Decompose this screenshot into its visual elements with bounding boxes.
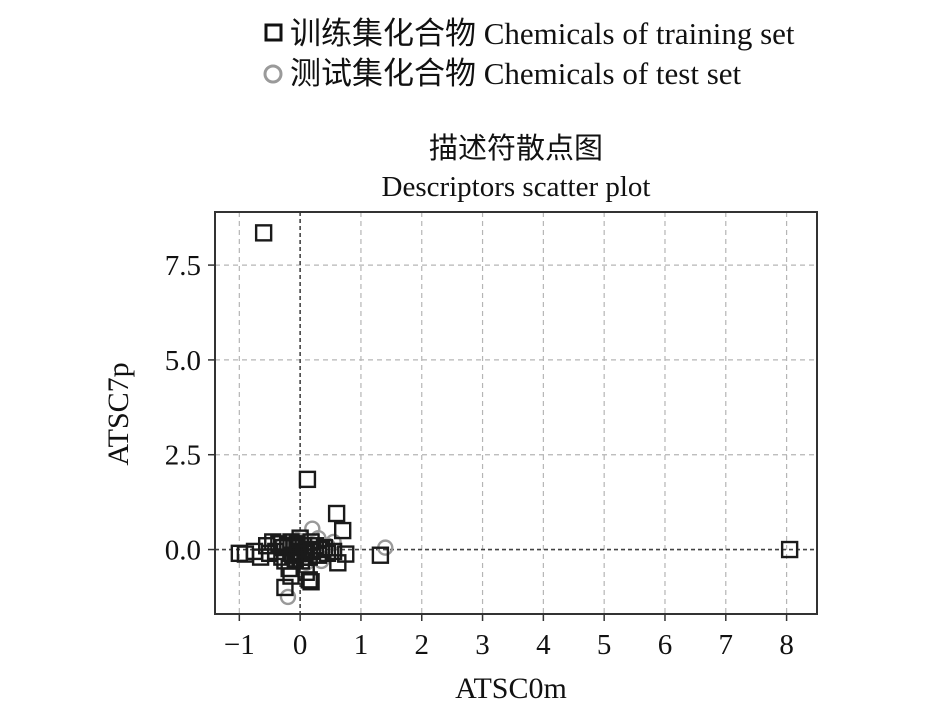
x-tick-label: 4 (536, 629, 551, 661)
y-tick-label: 7.5 (165, 250, 201, 282)
y-tick-label: 0.0 (165, 535, 201, 567)
chart-subtitle: Descriptors scatter plot (382, 171, 651, 203)
plot-frame (214, 211, 818, 615)
x-tick-label: 1 (354, 629, 369, 661)
training-point (318, 544, 337, 563)
legend-marker-test (263, 64, 283, 84)
legend: 训练集化合物 Chemicals of training set 测试集化合物 … (263, 16, 795, 91)
training-point (298, 470, 317, 489)
training-point (371, 546, 390, 564)
training-point (333, 521, 352, 540)
data-points (230, 224, 799, 606)
y-axis-label: ATSC7p (102, 362, 135, 465)
x-tick-label: 3 (475, 629, 490, 661)
training-point (302, 573, 320, 591)
training-point (337, 545, 355, 563)
x-tick-label: 8 (779, 629, 794, 661)
training-point (297, 563, 315, 581)
chart-title: 描述符散点图 (429, 132, 603, 165)
training-point (254, 224, 273, 242)
x-tick-label: 5 (597, 629, 612, 661)
training-point (312, 540, 331, 559)
training-point (780, 540, 799, 559)
x-tick-label: 0 (293, 629, 308, 661)
x-tick-label: 6 (658, 629, 673, 661)
x-axis-ticks: −1 0 1 2 3 4 5 6 7 8 (224, 614, 794, 661)
training-point (315, 538, 334, 557)
legend-label-training: 训练集化合物 Chemicals of training set (290, 16, 795, 51)
legend-label-test: 测试集化合物 Chemicals of test set (290, 56, 742, 91)
training-point (327, 504, 346, 523)
training-point (276, 578, 294, 597)
y-tick-label: 2.5 (165, 440, 201, 472)
y-axis-ticks: 0.0 2.5 5.0 7.5 (165, 250, 215, 567)
x-tick-label: 2 (414, 629, 429, 661)
training-point (251, 548, 270, 566)
legend-marker-training (264, 23, 283, 42)
training-point (324, 542, 343, 561)
x-tick-label: −1 (224, 629, 255, 661)
x-axis-label: ATSC0m (455, 672, 567, 705)
test-point (279, 588, 297, 606)
x-tick-label: 7 (719, 629, 734, 661)
y-tick-label: 5.0 (165, 345, 201, 377)
grid-lines (215, 212, 817, 614)
